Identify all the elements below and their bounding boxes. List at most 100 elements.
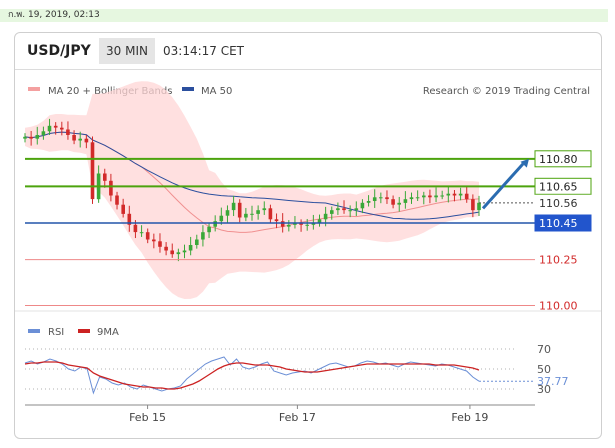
candle-body	[354, 208, 359, 211]
candle-body	[60, 127, 64, 130]
candle-body	[127, 213, 132, 225]
candle-body	[207, 226, 211, 233]
candle-body	[323, 213, 328, 220]
candle-body	[336, 208, 340, 211]
currency-pair: USD/JPY	[27, 43, 91, 59]
candle-body	[348, 210, 352, 212]
candle-body	[317, 219, 322, 223]
rsi-legend-label: RSI	[48, 327, 64, 338]
candle-body	[299, 223, 303, 225]
candle-body	[121, 204, 125, 214]
level-tag-110.45	[534, 214, 592, 232]
rsi-tick-50: 50	[537, 363, 551, 376]
candle-body	[379, 197, 383, 199]
candle-body	[311, 223, 316, 225]
level-tag-110.25	[535, 251, 591, 268]
candle-body	[471, 199, 475, 211]
research-credit: Research © 2019 Trading Central	[423, 86, 590, 97]
candle-body	[262, 208, 267, 211]
chart-header: USD/JPY 30 MIN 03:14:17 CET	[15, 33, 601, 69]
candle-body	[53, 125, 58, 128]
candle-body	[188, 245, 193, 251]
level-tag-110.65	[534, 177, 592, 195]
x-tick-label: Feb 15	[129, 411, 166, 424]
candle-body	[458, 193, 463, 196]
candle-body	[66, 129, 70, 135]
candle-body	[72, 135, 76, 141]
candle-body	[219, 215, 224, 222]
candle-body	[305, 224, 309, 226]
candle-body	[195, 239, 199, 245]
candle-body	[415, 197, 420, 199]
rsi-legend-swatch	[28, 329, 40, 333]
candle-body	[109, 180, 113, 196]
level-label-110.80: 110.80	[539, 153, 578, 166]
candle-body	[477, 202, 481, 211]
rsi-ma-line	[24, 361, 480, 390]
candle-body	[115, 195, 119, 205]
level-tag-110.56	[535, 194, 591, 211]
forecast-arrow-head	[520, 158, 529, 168]
chart-panel: USD/JPY 30 MIN 03:14:17 CET MA 20 + Boll…	[14, 32, 602, 439]
candle-body	[90, 142, 95, 200]
x-axis: Feb 15 Feb 17 Feb 19	[25, 404, 535, 424]
candle-body	[152, 239, 156, 242]
level-label-110.25: 110.25	[539, 254, 578, 267]
candle-body	[397, 202, 401, 205]
candle-body	[47, 125, 52, 132]
price-chart: MA 20 + Bollinger Bands MA 50 Research ©…	[15, 81, 601, 424]
rsi-line	[24, 356, 480, 395]
candle-body	[434, 195, 438, 198]
candle-body	[23, 136, 27, 139]
level-label-110.65: 110.65	[539, 180, 578, 193]
candle-body	[464, 193, 469, 200]
candle-body	[293, 223, 297, 225]
candle-body	[360, 202, 365, 209]
candle-body	[35, 135, 40, 139]
timeframe-badge[interactable]: 30 MIN	[99, 38, 155, 64]
level-tag-110.80	[534, 150, 592, 168]
price-plot	[23, 81, 481, 299]
candle-body	[103, 173, 107, 181]
candle-body	[84, 138, 89, 143]
level-label-110.00: 110.00	[539, 300, 578, 313]
candle-body	[158, 241, 162, 247]
candle-body	[440, 195, 444, 197]
ma50-legend-label: MA 50	[201, 86, 232, 97]
candle-body	[78, 138, 82, 141]
candle-body	[176, 252, 181, 255]
candle-body	[391, 199, 395, 205]
candle-body	[41, 131, 46, 135]
rsi-tick-30: 30	[537, 383, 551, 396]
price-levels: 110.80 110.65 110.56 110.45 110.25 110.00	[25, 150, 592, 314]
candle-body	[256, 210, 260, 214]
candle-body	[182, 250, 187, 253]
candle-body	[330, 210, 334, 214]
candle-body	[342, 208, 346, 211]
rsi-plot: 30 50 70 37.77	[24, 343, 569, 396]
rsi-current-label: 37.77	[537, 375, 569, 388]
ma20-legend-swatch	[28, 87, 40, 91]
candle-body	[29, 136, 33, 139]
candle-body	[446, 193, 451, 196]
rsi-tick-70: 70	[537, 343, 551, 356]
bollinger-band	[25, 81, 479, 299]
candle-body	[170, 250, 174, 255]
candle-body	[452, 193, 457, 196]
candle-body	[403, 199, 408, 203]
x-tick-label: Feb 19	[451, 411, 488, 424]
candle-body	[372, 197, 377, 201]
candle-body	[225, 210, 230, 216]
candle-body	[409, 197, 414, 200]
candle-body	[145, 232, 150, 240]
forecast-arrow-shaft	[481, 162, 525, 210]
candle-body	[366, 201, 371, 203]
level-label-110.45: 110.45	[539, 217, 578, 230]
level-label-110.56: 110.56	[539, 197, 578, 210]
candle-body	[287, 224, 291, 227]
candle-body	[213, 221, 217, 227]
candle-body	[164, 246, 168, 251]
rsi-ma-legend-swatch	[78, 329, 90, 333]
header-divider	[15, 69, 601, 70]
candle-body	[139, 232, 144, 234]
